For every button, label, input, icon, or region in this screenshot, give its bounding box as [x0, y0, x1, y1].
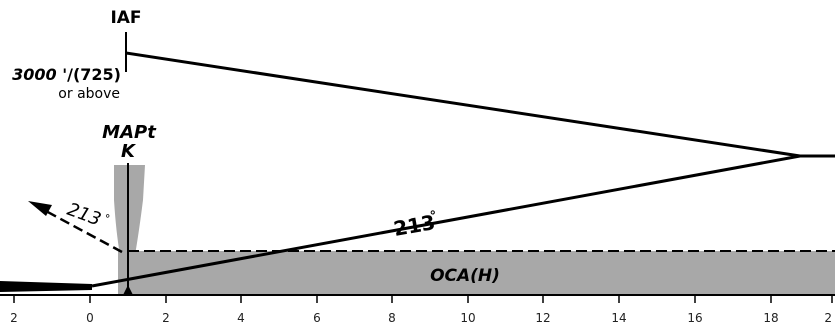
missed-approach-arrowhead	[28, 201, 52, 216]
missed-track-degree: °	[102, 212, 112, 226]
altitude-restriction: 3000 '/(725)	[12, 65, 121, 84]
axis-tick-labels: 2 0 2 4 6 8 10 12 14 16 18 2	[10, 311, 832, 325]
altitude-note: or above	[58, 86, 120, 102]
inbound-track-label-group: 213 °	[392, 209, 438, 241]
mapt-fix-label: K	[121, 141, 137, 162]
tick-label: 2	[162, 311, 170, 325]
mapt-label: MAPt	[102, 122, 157, 143]
tick-label: 12	[535, 311, 550, 325]
tick-label: 0	[86, 311, 94, 325]
iaf-label: IAF	[110, 8, 141, 28]
mapt-ground-marker	[123, 285, 133, 295]
tick-label: 14	[611, 311, 626, 325]
tick-label: 4	[237, 311, 245, 325]
missed-track-label-group: 213 °	[64, 199, 112, 230]
outbound-leg-line	[125, 51, 801, 158]
oca-label: OCA(H)	[430, 266, 500, 286]
altitude-value: 3000 '	[12, 65, 67, 84]
axis-tick-marks	[13, 295, 833, 303]
inbound-track-degree: °	[429, 209, 438, 225]
mapt-shaded-column	[114, 165, 145, 278]
missed-track-label: 213	[64, 199, 103, 230]
tick-label: 2	[10, 311, 18, 325]
final-approach-line	[91, 154, 801, 288]
tick-label: 10	[460, 311, 475, 325]
tick-label: 18	[763, 311, 778, 325]
tick-label: 2	[824, 311, 832, 325]
tick-label: 8	[388, 311, 396, 325]
tick-label: 6	[313, 311, 321, 325]
tick-label: 16	[687, 311, 702, 325]
runway-segment	[0, 281, 92, 292]
altitude-height: /(725)	[67, 65, 121, 84]
